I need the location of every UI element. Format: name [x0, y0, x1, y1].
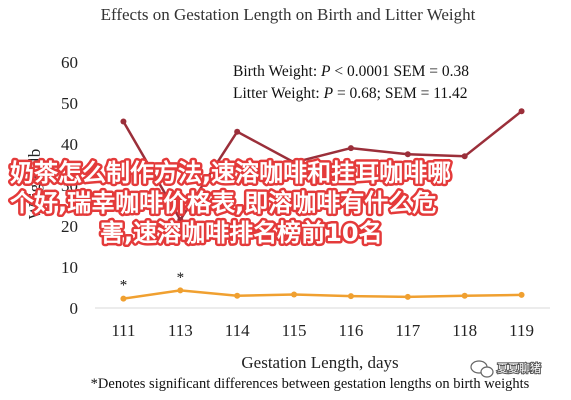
x-tick-label: 116: [339, 321, 364, 340]
data-point-litter-weight: [518, 108, 525, 115]
data-point-litter-weight: [461, 153, 468, 160]
data-point-litter-weight: [120, 118, 127, 125]
data-point-litter-weight: [347, 145, 354, 152]
y-ticks: 0 10 20 30 40 50 60: [61, 53, 78, 318]
legend: Birth Weight: P < 0.0001 SEM = 0.38 Litt…: [233, 63, 469, 102]
chat-bubble-icon: [470, 360, 494, 378]
data-point-litter-weight: [234, 128, 241, 135]
significance-marker: *: [120, 278, 128, 294]
series-layer: [120, 108, 525, 302]
legend-entry-birth-suffix: < 0.0001 SEM = 0.38: [331, 63, 470, 80]
data-point-birth-weight: [518, 291, 525, 298]
series-line-litter-weight: [122, 110, 523, 222]
watermark-text: 夏夏聊猪: [497, 361, 541, 375]
y-tick-label: 50: [61, 94, 78, 113]
x-tick-label: 118: [452, 321, 477, 340]
overlay-line-3: 害,速溶咖啡排名榜前10名: [100, 219, 383, 247]
x-tick-label: 113: [168, 321, 193, 340]
x-ticks: 111 113 114 115 116 117 118 119: [111, 321, 534, 340]
annotation-layer: * *: [120, 270, 184, 294]
data-point-birth-weight: [291, 291, 298, 298]
x-tick-label: 115: [282, 321, 307, 340]
watermark: 夏夏聊猪: [470, 360, 542, 378]
legend-entry-birth-p: P: [320, 63, 331, 80]
x-tick-label: 114: [225, 321, 250, 340]
overlay-banner: 奶茶怎么制作方法,速溶咖啡和挂耳咖啡哪 个好,瑞幸咖啡价格表,即溶咖啡有什么危 …: [8, 157, 454, 250]
significance-marker: *: [177, 270, 185, 286]
y-tick-label: 0: [70, 299, 79, 318]
series-line-birth-weight: [123, 289, 522, 300]
legend-entry-litter-p: P: [323, 85, 334, 102]
legend-entry-litter-suffix: = 0.68; SEM = 11.42: [333, 85, 467, 102]
x-axis-label: Gestation Length, days: [241, 353, 398, 372]
x-tick-label: 111: [111, 321, 135, 340]
footnote: *Denotes significant differences between…: [91, 376, 530, 392]
legend-entry-litter: Litter Weight: P = 0.68; SEM = 11.42: [233, 85, 468, 102]
data-point-birth-weight: [404, 293, 411, 300]
y-axis-label: Weight, lb: [25, 149, 44, 219]
data-point-litter-weight: [291, 159, 298, 166]
data-point-birth-weight: [347, 293, 354, 300]
x-tick-label: 119: [509, 321, 534, 340]
legend-entry-birth-prefix: Birth Weight:: [233, 63, 321, 80]
data-point-birth-weight: [120, 295, 127, 302]
legend-entry-litter-prefix: Litter Weight:: [233, 85, 324, 102]
y-tick-label: 60: [61, 53, 78, 72]
y-tick-label: 10: [61, 258, 78, 277]
data-point-litter-weight: [177, 216, 184, 223]
data-point-birth-weight: [461, 292, 468, 299]
legend-entry-birth: Birth Weight: P < 0.0001 SEM = 0.38: [233, 63, 469, 80]
y-tick-label: 40: [61, 135, 78, 154]
chart-title: Effects on Gestation Length on Birth and…: [101, 5, 476, 24]
data-point-litter-weight: [404, 151, 411, 158]
overlay-line-1: 奶茶怎么制作方法,速溶咖啡和挂耳咖啡哪: [10, 159, 451, 187]
x-tick-label: 117: [395, 321, 420, 340]
data-point-birth-weight: [177, 287, 184, 294]
data-point-birth-weight: [234, 292, 241, 299]
y-tick-label: 20: [61, 217, 78, 236]
overlay-line-2: 个好,瑞幸咖啡价格表,即溶咖啡有什么危: [10, 189, 436, 217]
y-tick-label: 30: [61, 176, 78, 195]
